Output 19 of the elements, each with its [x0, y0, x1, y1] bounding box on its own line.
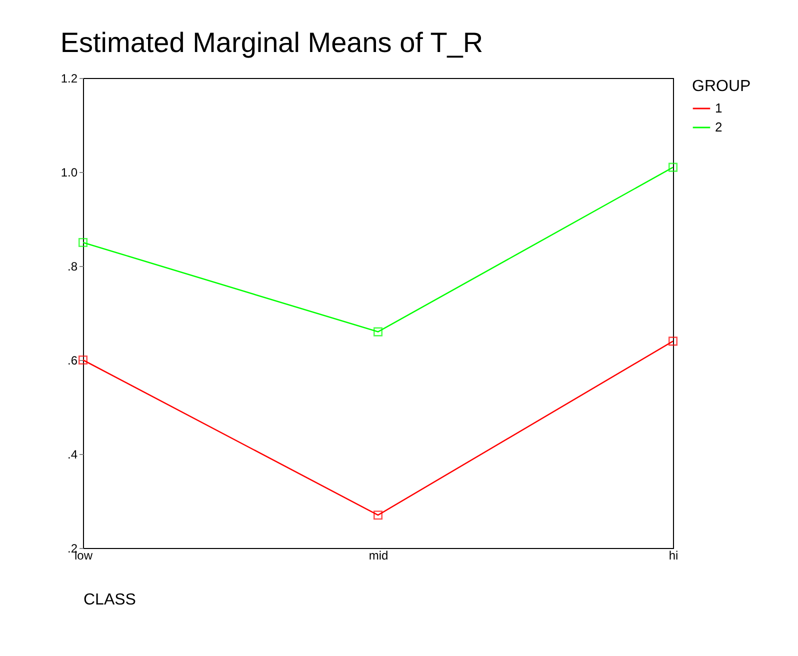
x-tick-label: hi — [668, 548, 678, 562]
point — [373, 510, 383, 520]
x-tick-label: low — [74, 548, 93, 562]
y-tick-label: 1.0 — [60, 166, 78, 180]
legend-label: 1 — [715, 100, 722, 116]
point — [668, 162, 678, 172]
point — [373, 327, 383, 336]
point — [78, 238, 88, 248]
y-tick-label: .8 — [67, 260, 78, 274]
legend-title: GROUP — [692, 78, 751, 95]
point — [78, 355, 88, 365]
point — [668, 336, 678, 346]
legend-label: 2 — [715, 120, 722, 134]
y-tick-label: 1.2 — [60, 72, 78, 86]
x-axis-title: CLASS — [84, 592, 136, 608]
chart-title: Estimated Marginal Means of T_R — [60, 27, 484, 58]
y-tick-label: .4 — [67, 448, 78, 462]
x-tick-label: mid — [368, 548, 388, 562]
y-tick-label: .6 — [67, 354, 78, 368]
